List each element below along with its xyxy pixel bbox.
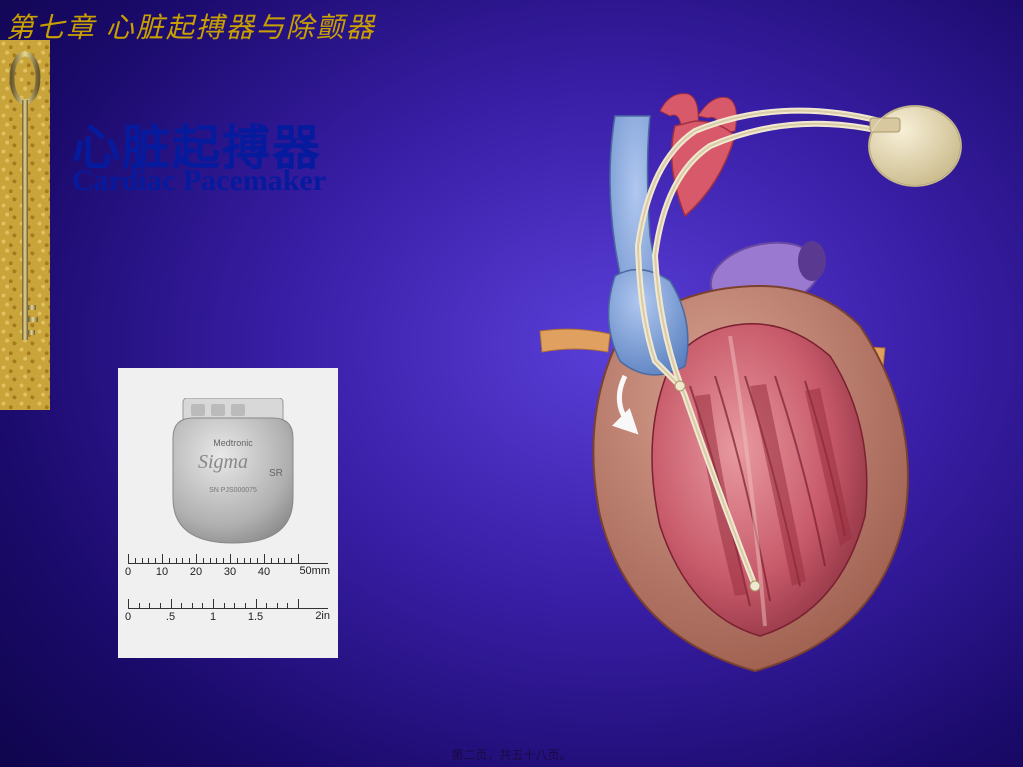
ruler-tick-label: 1.5 [248, 611, 263, 623]
ruler-in-unit: 2in [315, 610, 330, 622]
ruler-tick-label: 40 [258, 566, 270, 578]
ruler-tick-label: 1 [210, 611, 216, 623]
ruler-inches: 0 .5 1 1.5 2in [128, 608, 328, 624]
sub-title: Cardiac Pacemaker [72, 164, 326, 198]
ruler-tick-label: .5 [166, 611, 175, 623]
svg-text:SR: SR [269, 468, 283, 479]
ruler-mm-unit: 50mm [299, 565, 330, 577]
ruler-tick-label: 10 [156, 566, 168, 578]
pacemaker-device-icon: Medtronic Sigma SR SN PJS000075 [163, 398, 303, 548]
ruler-tick-label: 20 [190, 566, 202, 578]
ruler-millimeters: 0 10 20 30 40 50mm [128, 563, 328, 579]
ruler-tick-label: 0 [125, 611, 131, 623]
svg-text:Sigma: Sigma [198, 451, 248, 473]
ruler-tick-label: 0 [125, 566, 131, 578]
svg-text:Medtronic: Medtronic [213, 438, 253, 448]
heart-pacemaker-illustration [520, 76, 970, 696]
svg-text:SN PJS000075: SN PJS000075 [209, 487, 257, 494]
ruler-tick-label: 30 [224, 566, 236, 578]
page-footer: 第二页，共五十八页。 [451, 746, 571, 763]
chapter-title: 第七章 心脏起搏器与除颤器 [6, 6, 376, 46]
pacemaker-device-photo: Medtronic Sigma SR SN PJS000075 01020304… [118, 368, 338, 658]
key-icon [8, 50, 42, 370]
